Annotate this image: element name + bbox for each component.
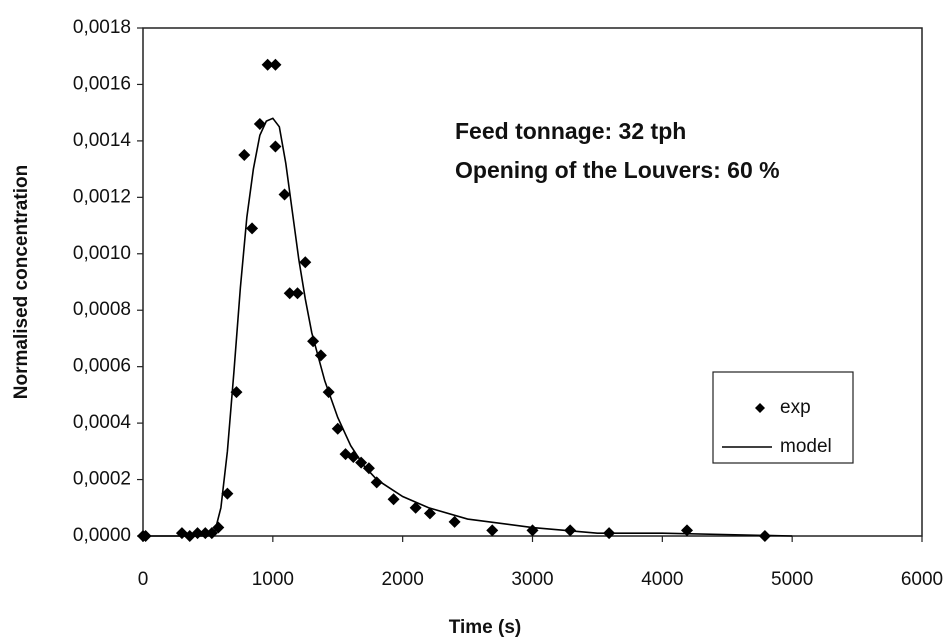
data-point (246, 222, 259, 235)
data-point (253, 117, 266, 130)
y-tick-label: 0,0004 (73, 412, 132, 433)
y-tick-label: 0,0006 (73, 356, 131, 377)
y-tick-label: 0,0010 (73, 243, 131, 264)
annotation: Feed tonnage: 32 tph (455, 118, 686, 144)
data-point (269, 140, 282, 153)
model-line (143, 117, 793, 537)
data-point (448, 515, 461, 528)
data-point (261, 58, 274, 71)
data-point (269, 58, 282, 71)
data-point (423, 507, 436, 520)
data-point (299, 256, 312, 269)
data-point (283, 287, 296, 300)
data-point (331, 422, 344, 435)
data-point (387, 493, 400, 506)
x-axis-label: Time (s) (449, 617, 522, 638)
annotation: Opening of the Louvers: 60 % (455, 157, 780, 183)
y-tick-label: 0,0016 (73, 73, 131, 94)
x-tick-label: 0 (138, 569, 149, 590)
x-tick-label: 4000 (641, 569, 683, 590)
data-point (221, 487, 234, 500)
legend-label: exp (780, 397, 811, 418)
data-point (486, 524, 499, 537)
x-tick-label: 2000 (382, 569, 424, 590)
data-point (526, 524, 539, 537)
x-tick-label: 3000 (511, 569, 553, 590)
y-tick-label: 0,0008 (73, 299, 131, 320)
y-tick-label: 0,0018 (73, 17, 131, 38)
y-axis-label: Normalised concentration (11, 165, 32, 399)
y-tick-label: 0,0014 (73, 130, 132, 151)
legend-label: model (780, 436, 832, 457)
data-point (278, 188, 291, 201)
y-tick-label: 0,0000 (73, 525, 131, 546)
data-point (230, 386, 243, 399)
data-point (409, 501, 422, 514)
x-tick-label: 1000 (252, 569, 294, 590)
y-tick-label: 0,0012 (73, 186, 131, 207)
x-tick-label: 6000 (901, 569, 943, 590)
legend-marker (755, 403, 765, 413)
data-point (291, 287, 304, 300)
data-point (370, 476, 383, 489)
y-tick-label: 0,0002 (73, 469, 131, 490)
x-tick-label: 5000 (771, 569, 813, 590)
data-point (238, 149, 251, 161)
data-point (362, 462, 375, 475)
legend-box (712, 371, 854, 464)
data-point (307, 335, 320, 348)
